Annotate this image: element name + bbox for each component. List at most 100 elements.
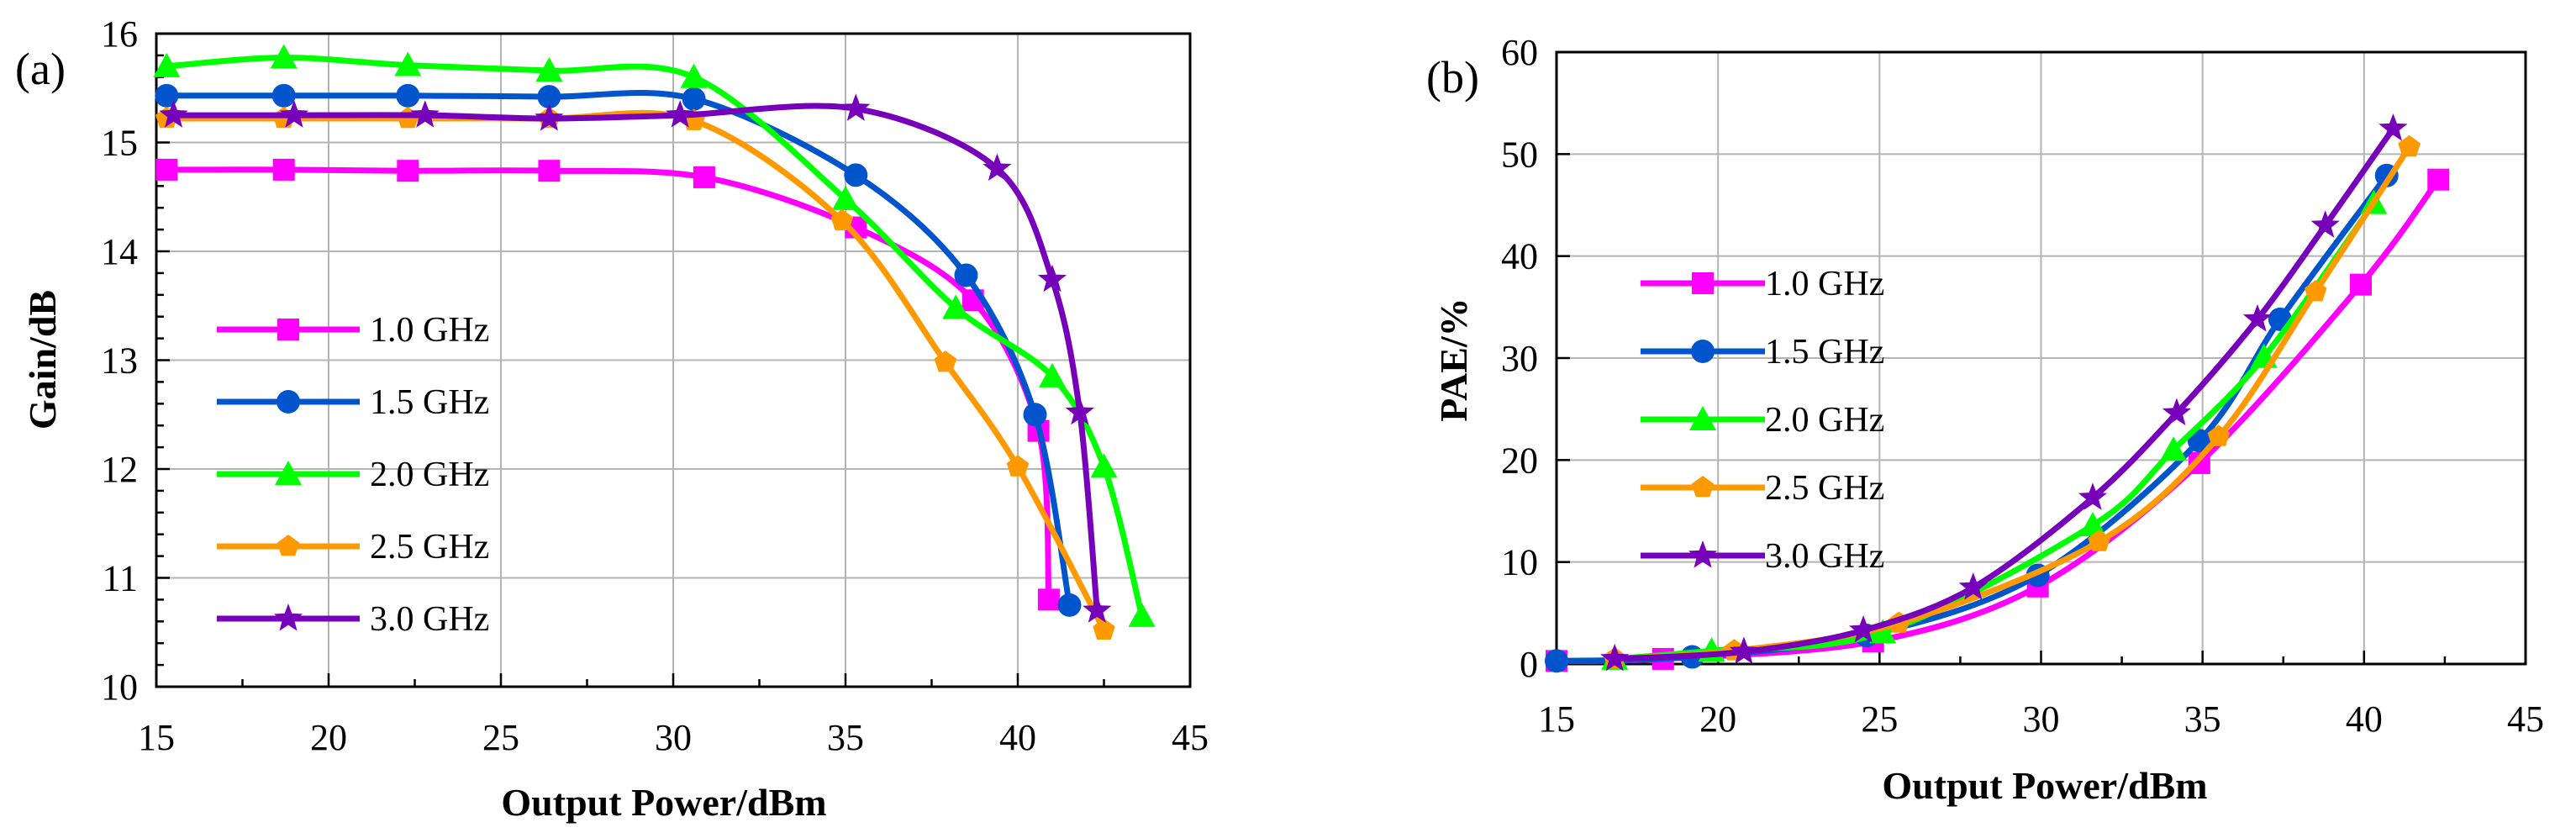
x-tick-label: 25 [482,717,519,758]
x-tick-label: 15 [1538,698,1575,740]
gridlines [1557,52,2526,664]
data-point [693,166,715,188]
data-point [1023,403,1047,427]
data-point [397,160,419,182]
data-point [982,153,1012,182]
data-point [1729,636,1758,664]
data-point [2207,424,2231,446]
data-point [153,52,181,77]
series-1-5-ghz [155,83,1082,617]
data-point [1065,397,1094,425]
y-tick-label: 16 [101,13,138,55]
data-point [954,263,978,287]
data-point [396,83,420,108]
data-point [2088,530,2110,551]
data-point [1093,618,1115,640]
y-tick-label: 13 [101,340,138,382]
x-tick-label: 30 [655,717,692,758]
data-point [1849,615,1878,643]
y-axis-label: PAE/% [1432,298,1475,421]
legend-label: 3.0 GHz [1765,537,1884,576]
data-point [1083,595,1112,623]
series-line-2-5-ghz [1611,144,2413,662]
legend-label: 1.0 GHz [370,311,489,350]
data-point [1090,453,1118,478]
series-line-1-5-ghz [163,89,1072,609]
data-point [1057,593,1082,617]
data-point [538,160,561,182]
data-point [394,51,422,76]
data-point [1545,649,1568,673]
y-tick-label: 20 [1501,440,1538,481]
y-tick-label: 14 [101,231,138,272]
legend-label: 1.5 GHz [1765,333,1884,372]
x-tick-label: 25 [1861,698,1898,740]
legend-marker [1691,340,1715,363]
legend-label: 2.0 GHz [370,456,489,494]
data-point [2398,134,2421,157]
y-tick-label: 11 [103,558,138,599]
legend: 1.0 GHz 1.5 GHz 2.0 GHz 2.5 GHz 3.0 GHz [1641,265,1884,576]
y-tick-label: 15 [101,123,138,164]
data-point [2378,113,2408,141]
data-point [2427,168,2450,191]
data-point [2304,280,2327,302]
legend-label: 2.0 GHz [1765,401,1884,440]
x-tick-label: 35 [2184,698,2221,740]
legend-label: 2.5 GHz [1765,469,1884,508]
data-point [1006,455,1030,477]
x-tick-label: 20 [310,717,347,758]
data-point [155,83,179,108]
series-line-2-0-ghz [163,54,1146,619]
data-point [1039,362,1066,387]
data-point [271,83,296,108]
x-tick-label: 45 [2507,698,2544,740]
series-2-5-ghz [155,107,1115,640]
x-tick-label: 30 [2023,698,2060,740]
data-point [155,158,178,181]
panel-label: (b) [1426,52,1479,103]
data-point [832,185,859,210]
y-tick-label: 40 [1501,236,1538,277]
series-3-0-ghz [159,93,1112,623]
data-point [1600,643,1630,672]
panel-label: (a) [15,44,66,94]
data-point [682,87,706,111]
data-point [410,100,440,128]
legend-label: 2.5 GHz [370,528,489,567]
data-point [2242,303,2273,332]
legend-label: 1.5 GHz [370,383,489,422]
data-point [2160,436,2188,461]
legend: 1.0 GHz 1.5 GHz 2.0 GHz 2.5 GHz 3.0 GHz [217,311,489,639]
data-point [2162,398,2191,426]
legend-marker [1691,476,1715,498]
legend-label: 3.0 GHz [370,600,489,639]
data-point [1037,588,1060,611]
legend-marker [277,390,300,414]
y-tick-label: 10 [1501,542,1538,583]
x-tick-label: 20 [1699,698,1736,740]
y-tick-label: 30 [1501,338,1538,379]
legend-marker [277,535,300,556]
x-axis-label: Output Power/dBm [1882,764,2207,807]
x-axis-label: Output Power/dBm [501,781,826,824]
data-point [279,100,309,128]
data-point [934,350,957,372]
legend-marker [277,319,299,340]
y-tick-label: 12 [101,449,138,490]
x-tick-label: 40 [2346,698,2383,740]
legend-marker [273,603,303,631]
data-point [535,103,564,131]
data-point [942,294,970,319]
data-point [1037,264,1067,293]
y-tick-label: 50 [1501,134,1538,175]
series-3-0-ghz [1600,113,2408,672]
legend-marker [1689,406,1716,430]
data-point [666,100,695,128]
x-tick-label: 35 [827,717,864,758]
data-point [272,158,295,181]
y-axis-label: Gain/dB [21,290,64,430]
series-line-2-5-ghz [163,109,1107,634]
data-point [159,100,188,128]
